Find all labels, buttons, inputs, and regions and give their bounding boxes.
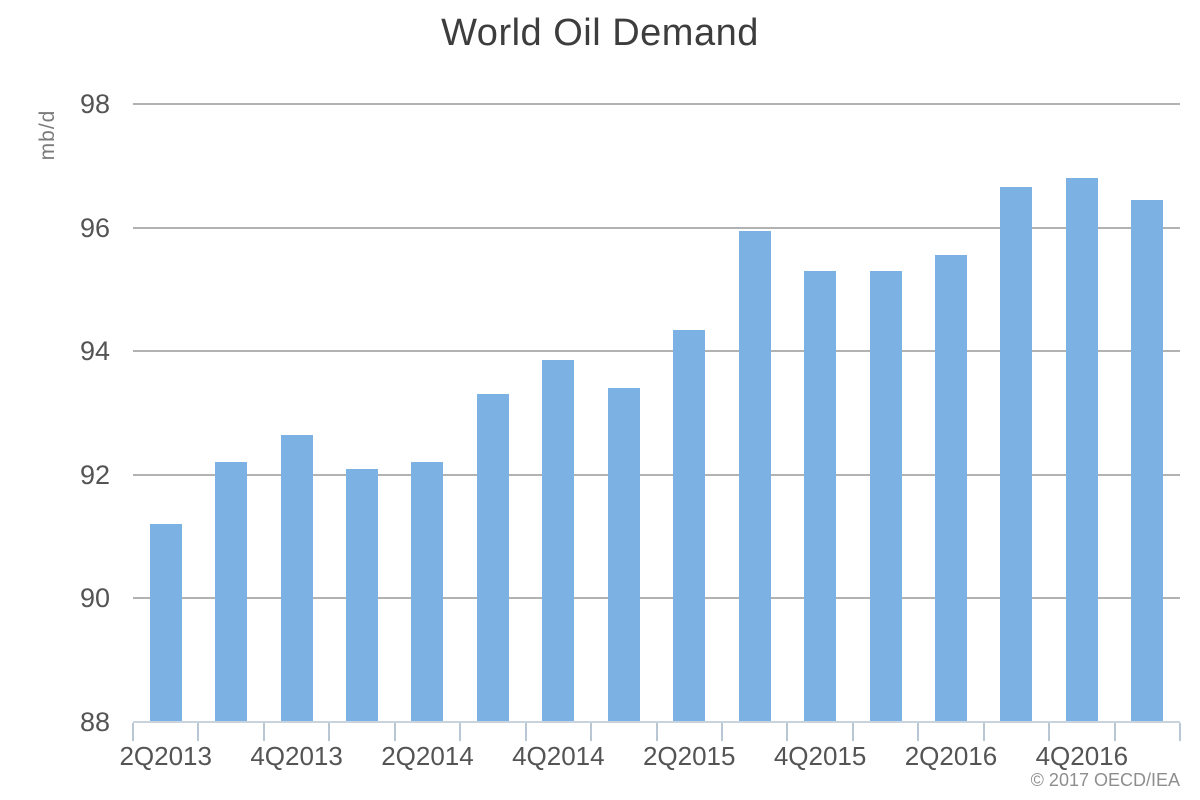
y-axis-tick-label: 90 — [79, 583, 110, 614]
x-axis-tick — [393, 723, 396, 741]
x-axis-tick — [132, 723, 134, 741]
bar-3Q2014 — [476, 394, 509, 722]
y-axis-tick-label: 88 — [79, 707, 110, 737]
bar-2Q2013 — [149, 524, 182, 722]
bar-2Q2014 — [411, 462, 444, 722]
bar-1Q2014 — [346, 468, 379, 722]
x-axis-tick-label: 4Q2014 — [512, 741, 605, 771]
x-axis-tick — [1179, 723, 1181, 741]
y-axis-tick-label: 98 — [79, 89, 110, 119]
x-axis-tick — [917, 723, 920, 741]
gridline-y-92 — [133, 473, 1180, 476]
x-axis-tick-label: 2Q2013 — [119, 741, 212, 771]
y-axis-tick-label: 92 — [79, 459, 110, 490]
x-axis-tick — [720, 723, 723, 741]
bar-3Q2013 — [215, 462, 248, 722]
bar-4Q2016 — [1065, 178, 1098, 722]
bar-3Q2016 — [1000, 187, 1033, 722]
gridline-y-90 — [133, 597, 1180, 600]
bar-3Q2015 — [738, 230, 771, 722]
bar-4Q2014 — [542, 360, 575, 722]
chart-title: World Oil Demand — [441, 12, 759, 54]
x-axis-tick — [786, 723, 789, 741]
x-axis-tick-label: 4Q2013 — [250, 741, 343, 771]
copyright-note: © 2017 OECD/IEA — [1030, 770, 1180, 790]
x-axis-tick — [328, 723, 331, 741]
y-axis-tick-label: 96 — [79, 212, 110, 243]
x-axis-tick-label: 2Q2016 — [904, 741, 998, 771]
gridline-y-94 — [133, 350, 1180, 353]
bar-1Q2015 — [607, 388, 640, 722]
gridline-y-96 — [133, 226, 1180, 229]
bar-2Q2016 — [934, 255, 967, 722]
x-axis-tick — [1113, 723, 1116, 741]
x-axis-tick — [197, 723, 200, 741]
x-axis-tick — [1048, 723, 1051, 741]
x-axis-tick — [459, 723, 462, 741]
bar-1Q2017 — [1131, 199, 1164, 722]
bar-4Q2013 — [280, 434, 313, 722]
bar-2Q2015 — [673, 329, 706, 722]
x-axis-tick — [851, 723, 854, 741]
x-axis-tick-label: 2Q2014 — [381, 741, 474, 771]
x-axis-tick — [655, 723, 658, 741]
bar-1Q2016 — [869, 270, 902, 722]
y-axis-tick-label: 94 — [79, 336, 110, 367]
x-axis-tick — [262, 723, 265, 741]
x-axis-line — [133, 721, 1180, 723]
gridline-y-98 — [133, 103, 1180, 105]
x-axis-tick — [590, 723, 593, 741]
x-axis-tick-label: 4Q2016 — [1035, 741, 1129, 771]
bar-4Q2015 — [804, 270, 837, 722]
x-axis-tick-label: 2Q2015 — [642, 741, 736, 771]
x-axis-tick — [524, 723, 527, 741]
x-axis-tick-label: 4Q2015 — [773, 741, 867, 771]
x-axis-tick — [982, 723, 985, 741]
